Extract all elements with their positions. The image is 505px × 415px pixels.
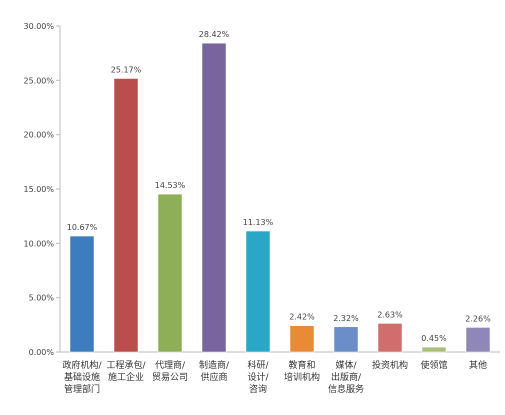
category-label: 教育和培训机构: [284, 359, 320, 383]
bar-value-label: 11.13%: [243, 218, 274, 227]
bar: [69, 235, 95, 353]
bar-value-label: 2.26%: [465, 314, 491, 323]
category-label-line: 使领馆: [420, 359, 447, 371]
category-label-line: 科研/: [247, 359, 269, 371]
bar-value-label: 28.42%: [199, 30, 230, 39]
category-label-line: 咨询: [249, 383, 267, 395]
y-tick-label: 25.00%: [23, 76, 54, 85]
y-tick-label: 20.00%: [23, 131, 54, 140]
y-tick-group: 0.00% 5.00% 10.00% 15.00% 20.00% 25.00% 30.00%: [23, 22, 60, 357]
category-label-line: 信息服务: [328, 383, 364, 395]
category-label: 工程承包/施工企业: [106, 359, 146, 383]
category-label: 代理商/贸易公司: [152, 359, 188, 383]
bar: [465, 327, 491, 353]
bar: [201, 42, 227, 353]
category-label-line: 其他: [469, 359, 487, 371]
bar: [157, 193, 183, 353]
category-label-line: 贸易公司: [152, 371, 188, 383]
bar: [245, 230, 271, 353]
bar-group: [69, 42, 491, 353]
y-tick-label: 30.00%: [23, 22, 54, 31]
category-label: 制造商/供应商: [199, 359, 230, 383]
y-tick-label: 0.00%: [29, 348, 55, 357]
category-label: 使领馆: [420, 359, 447, 371]
category-label-line: 政府机构/: [62, 359, 102, 371]
category-label-line: 基础设施: [64, 371, 100, 383]
bar-value-label: 10.67%: [67, 223, 98, 232]
category-label-line: 制造商/: [199, 359, 230, 371]
category-label: 其他: [469, 359, 487, 371]
y-tick-label: 10.00%: [23, 239, 54, 248]
bar: [113, 78, 139, 353]
category-label-line: 工程承包/: [106, 359, 146, 371]
bar: [289, 325, 315, 353]
category-label-line: 培训机构: [284, 371, 320, 383]
y-tick-label: 15.00%: [23, 185, 54, 194]
category-label-line: 代理商/: [155, 359, 186, 371]
bar-value-label: 2.42%: [289, 313, 315, 322]
category-label-line: 媒体/: [335, 359, 357, 371]
bar-value-label: 0.45%: [421, 334, 447, 343]
y-tick-label: 5.00%: [29, 294, 55, 303]
bar: [421, 346, 447, 353]
category-label: 科研/设计/咨询: [247, 359, 269, 395]
category-label-line: 管理部门: [64, 383, 100, 395]
category-label-line: 设计/: [247, 371, 269, 383]
category-label-line: 出版商/: [331, 371, 362, 383]
category-label-line: 教育和: [288, 359, 315, 371]
bar: [377, 323, 403, 353]
bar-value-label: 14.53%: [155, 181, 186, 190]
data-label-group: 10.67% 25.17% 14.53% 28.42% 11.13% 2.42% 2.32%…: [67, 30, 491, 343]
category-label-line: 投资机构: [372, 359, 408, 371]
bar-value-label: 25.17%: [111, 65, 142, 74]
category-label: 投资机构: [372, 359, 408, 371]
category-label-line: 供应商: [200, 371, 227, 383]
category-label-group: 政府机构/基础设施管理部门工程承包/施工企业代理商/贸易公司制造商/供应商科研/…: [62, 359, 487, 395]
category-label: 媒体/出版商/信息服务: [328, 359, 364, 395]
category-label: 政府机构/基础设施管理部门: [62, 359, 102, 395]
bar-value-label: 2.63%: [377, 310, 403, 319]
bar-value-label: 2.32%: [333, 314, 359, 323]
category-label-line: 施工企业: [108, 371, 144, 383]
bar: [333, 326, 359, 353]
